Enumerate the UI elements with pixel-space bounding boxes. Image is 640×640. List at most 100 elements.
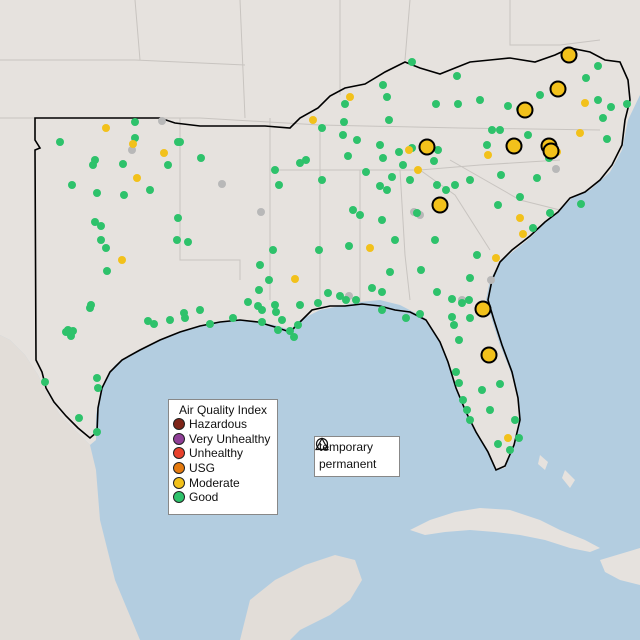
aqi-legend-row: Unhealthy [169, 446, 277, 461]
site-good-marker [430, 157, 438, 165]
site-good-marker [594, 62, 602, 70]
site-good-marker [453, 72, 461, 80]
site-good-marker [465, 296, 473, 304]
site-nodata-marker [552, 165, 560, 173]
site-good-marker [356, 211, 364, 219]
site-good-marker [362, 168, 370, 176]
site-good-marker [524, 131, 532, 139]
site-good-marker [315, 246, 323, 254]
site-moderate-marker [492, 254, 500, 262]
site-good-marker [119, 160, 127, 168]
site-good-marker [102, 244, 110, 252]
site-good-marker [353, 136, 361, 144]
site-good-marker [402, 314, 410, 322]
site-good-marker [506, 446, 514, 454]
aqi-swatch-icon [173, 462, 185, 475]
site-good-marker [536, 91, 544, 99]
site-good-marker [272, 308, 280, 316]
site-good-marker [607, 103, 615, 111]
site-good-marker [376, 182, 384, 190]
site-good-marker [378, 306, 386, 314]
aqi-swatch-icon [173, 432, 185, 445]
site-nodata-marker [218, 180, 226, 188]
site-moderate-marker [346, 93, 354, 101]
site-good-marker [176, 138, 184, 146]
site-moderate-marker [519, 230, 527, 238]
site-good-marker [286, 327, 294, 335]
legend-row-permanent: permanent [315, 437, 399, 471]
site-good-marker [413, 209, 421, 217]
permanent-site-moderate-marker [505, 137, 523, 155]
site-good-marker [274, 326, 282, 334]
aqi-legend-label: Unhealthy [189, 446, 244, 461]
aqi-legend-row: Very Unhealthy [169, 432, 277, 447]
site-good-marker [271, 301, 279, 309]
site-good-marker [336, 292, 344, 300]
site-good-marker [378, 216, 386, 224]
site-good-marker [431, 236, 439, 244]
cuba-landmass [410, 508, 600, 552]
site-good-marker [271, 166, 279, 174]
site-moderate-marker [366, 244, 374, 252]
site-good-marker [97, 236, 105, 244]
site-good-marker [448, 313, 456, 321]
site-good-marker [408, 58, 416, 66]
site-good-marker [577, 200, 585, 208]
site-good-marker [93, 189, 101, 197]
site-good-marker [466, 176, 474, 184]
site-good-marker [434, 146, 442, 154]
site-good-marker [197, 154, 205, 162]
site-good-marker [269, 246, 277, 254]
site-good-marker [275, 181, 283, 189]
aqi-swatch-icon [173, 491, 185, 504]
site-good-marker [86, 304, 94, 312]
site-good-marker [296, 301, 304, 309]
site-good-marker [206, 320, 214, 328]
site-good-marker [294, 321, 302, 329]
site-good-marker [196, 306, 204, 314]
permanent-site-moderate-marker [549, 80, 567, 98]
aqi-swatch-icon [173, 418, 185, 431]
site-moderate-marker [102, 124, 110, 132]
site-good-marker [181, 314, 189, 322]
site-good-marker [376, 141, 384, 149]
site-type-legend: temporary permanent [314, 436, 400, 477]
aqi-legend-label: USG [189, 461, 216, 476]
site-good-marker [324, 289, 332, 297]
site-good-marker [459, 396, 467, 404]
site-good-marker [417, 266, 425, 274]
site-good-marker [516, 193, 524, 201]
site-good-marker [164, 161, 172, 169]
permanent-site-moderate-marker [418, 138, 436, 156]
aqi-legend-row: Hazardous [169, 417, 277, 432]
site-good-marker [258, 306, 266, 314]
aqi-legend-label: Very Unhealthy [189, 431, 271, 446]
site-good-marker [146, 186, 154, 194]
site-nodata-marker [128, 146, 136, 154]
site-good-marker [433, 288, 441, 296]
site-good-marker [386, 268, 394, 276]
aqi-legend-row: Moderate [169, 475, 277, 490]
aqi-legend-label: Good [189, 490, 219, 505]
mexico-landmass [0, 335, 140, 640]
site-nodata-marker [158, 117, 166, 125]
site-good-marker [349, 206, 357, 214]
site-good-marker [497, 171, 505, 179]
site-moderate-marker [405, 146, 413, 154]
site-good-marker [56, 138, 64, 146]
site-good-marker [511, 416, 519, 424]
site-good-marker [385, 116, 393, 124]
permanent-site-moderate-marker [480, 346, 498, 364]
site-good-marker [496, 380, 504, 388]
site-good-marker [478, 386, 486, 394]
site-moderate-marker [160, 149, 168, 157]
site-good-marker [318, 176, 326, 184]
site-good-marker [173, 236, 181, 244]
legend-label-permanent: permanent [319, 456, 377, 471]
site-moderate-marker [504, 434, 512, 442]
site-good-marker [466, 274, 474, 282]
site-moderate-marker [576, 129, 584, 137]
site-good-marker [379, 154, 387, 162]
site-good-marker [256, 261, 264, 269]
